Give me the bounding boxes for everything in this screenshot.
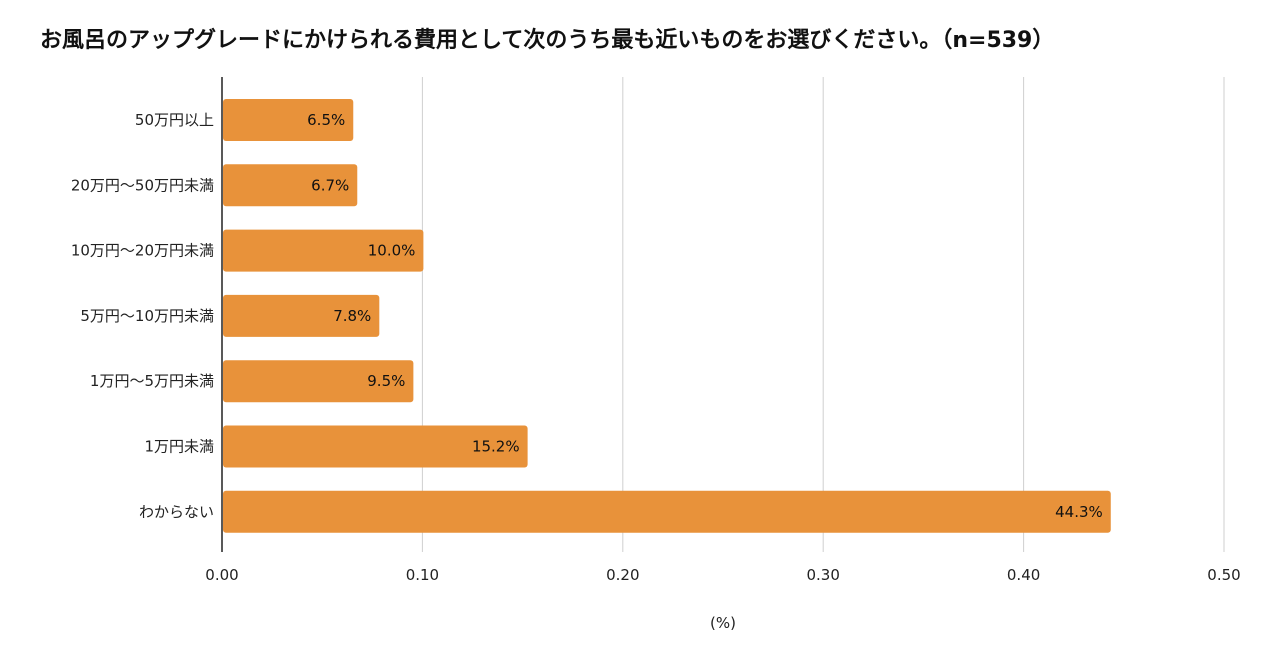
x-tick-label: 0.10 — [406, 566, 439, 584]
bars — [223, 99, 1111, 533]
grid-lines — [221, 77, 1225, 552]
y-category-label: 10万円〜20万円未満 — [71, 242, 214, 260]
bar — [223, 294, 380, 337]
bar-value-label: 9.5% — [367, 372, 405, 390]
x-tick-label: 0.30 — [806, 566, 839, 584]
y-category-label: 5万円〜10万円未満 — [80, 307, 214, 325]
x-tick-label: 0.40 — [1007, 566, 1040, 584]
y-category-label: わからない — [139, 503, 214, 521]
bar — [223, 490, 1111, 533]
x-tick-label: 0.00 — [205, 566, 238, 584]
bar-value-label: 44.3% — [1055, 503, 1103, 521]
bar — [223, 164, 358, 207]
bar — [223, 360, 414, 403]
bar — [223, 99, 354, 141]
y-category-label: 20万円〜50万円未満 — [71, 176, 214, 194]
labels: 0.00 0.10 0.20 0.30 0.40 0.50 50万円以上 6.5% 20万円〜5… — [71, 111, 1241, 584]
y-category-label: 50万円以上 — [135, 111, 214, 129]
x-axis-title: (%) — [710, 614, 736, 632]
bar — [223, 229, 424, 272]
y-category-label: 1万円未満 — [144, 438, 214, 456]
bar — [223, 425, 528, 468]
bar-value-label: 15.2% — [472, 438, 520, 456]
bar-value-label: 6.5% — [307, 111, 345, 129]
bar-value-label: 7.8% — [333, 307, 371, 325]
chart-title: お風呂のアップグレードにかけられる費用として次のうち最も近いものをお選びください… — [40, 28, 1055, 53]
y-category-label: 1万円〜5万円未満 — [90, 372, 214, 390]
bar-value-label: 10.0% — [368, 242, 416, 260]
x-tick-label: 0.20 — [606, 566, 639, 584]
x-tick-label: 0.50 — [1207, 566, 1240, 584]
bar-value-label: 6.7% — [311, 176, 349, 194]
